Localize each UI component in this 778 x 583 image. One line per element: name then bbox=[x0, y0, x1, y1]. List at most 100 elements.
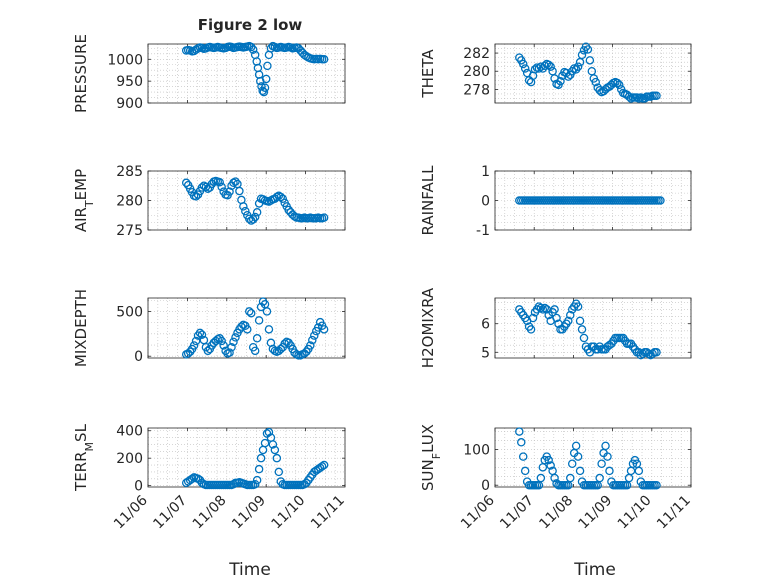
y-tick-label: -1 bbox=[476, 223, 490, 239]
data-point bbox=[256, 453, 266, 463]
data-point bbox=[245, 307, 254, 316]
data-point bbox=[229, 480, 238, 489]
data-point bbox=[313, 323, 323, 332]
y-tick-label: 950 bbox=[116, 74, 143, 90]
data-point bbox=[579, 333, 589, 343]
data-point bbox=[278, 194, 287, 203]
data-point bbox=[310, 331, 319, 340]
data-point bbox=[550, 473, 559, 483]
y-tick-label: 900 bbox=[116, 96, 143, 112]
data-point bbox=[225, 348, 234, 357]
data-point bbox=[264, 427, 274, 437]
data-point bbox=[597, 459, 606, 469]
data-point bbox=[577, 325, 587, 334]
data-point bbox=[571, 441, 581, 451]
data-point bbox=[640, 94, 649, 103]
data-point bbox=[595, 86, 604, 95]
data-point bbox=[319, 55, 329, 64]
data-point bbox=[189, 341, 199, 350]
data-points bbox=[515, 196, 665, 205]
data-point bbox=[290, 212, 299, 221]
data-point bbox=[552, 313, 561, 323]
data-point bbox=[245, 214, 254, 224]
y-tick-label: 0 bbox=[134, 479, 143, 495]
data-point bbox=[231, 177, 240, 186]
data-point bbox=[652, 480, 661, 490]
y-tick-label: 200 bbox=[116, 451, 143, 467]
data-point bbox=[515, 427, 524, 436]
data-point bbox=[538, 305, 548, 314]
data-point bbox=[219, 341, 228, 350]
y-tick-label: 6 bbox=[481, 317, 490, 333]
data-point bbox=[215, 177, 224, 187]
data-point bbox=[601, 441, 610, 451]
data-point bbox=[254, 464, 264, 474]
data-point bbox=[591, 77, 600, 87]
data-points bbox=[181, 41, 329, 97]
y-tick-label: 278 bbox=[463, 82, 490, 98]
data-point bbox=[540, 303, 550, 313]
data-point bbox=[231, 333, 240, 342]
data-points bbox=[515, 42, 661, 103]
data-point bbox=[556, 76, 565, 86]
data-point bbox=[634, 466, 644, 476]
data-point bbox=[573, 452, 583, 461]
data-point bbox=[252, 334, 262, 343]
y-tick-label: 285 bbox=[116, 164, 143, 180]
data-point bbox=[181, 178, 191, 188]
y-tick-label: 500 bbox=[116, 304, 143, 320]
data-point bbox=[259, 87, 269, 97]
y-tick-label: 1 bbox=[481, 164, 490, 180]
y-tick-label: 280 bbox=[116, 194, 143, 210]
data-point bbox=[595, 473, 604, 483]
data-point bbox=[217, 336, 226, 346]
data-point bbox=[518, 452, 528, 461]
y-axis-label-4: RAINFALL bbox=[419, 165, 437, 236]
y-axis-label-6: H2OMIXRA bbox=[419, 287, 437, 368]
y-tick-label: 282 bbox=[463, 46, 490, 62]
data-point bbox=[552, 479, 561, 488]
data-point bbox=[272, 192, 282, 202]
data-point bbox=[250, 212, 260, 222]
data-point bbox=[567, 459, 577, 469]
axes-box bbox=[147, 297, 346, 359]
y-tick-label: 0 bbox=[134, 349, 143, 365]
data-point bbox=[319, 460, 329, 470]
data-point bbox=[536, 303, 546, 313]
data-point bbox=[306, 341, 315, 350]
data-point bbox=[250, 480, 260, 489]
data-point bbox=[270, 445, 280, 455]
data-point bbox=[261, 74, 271, 84]
grid bbox=[494, 43, 692, 104]
y-axis-label-7: TERRMSL bbox=[72, 423, 96, 492]
y-tick-label: 0 bbox=[481, 478, 490, 494]
data-point bbox=[613, 78, 622, 88]
data-point bbox=[195, 328, 205, 338]
data-point bbox=[575, 316, 585, 326]
data-point bbox=[528, 313, 538, 323]
data-point bbox=[573, 62, 583, 71]
axes-box bbox=[494, 43, 692, 104]
data-point bbox=[272, 453, 282, 463]
y-tick-label: 275 bbox=[116, 223, 143, 239]
y-axis-label-5: MIXDEPTH bbox=[72, 289, 90, 367]
data-point bbox=[566, 473, 575, 483]
data-point bbox=[624, 92, 634, 101]
data-point bbox=[652, 348, 661, 357]
data-point bbox=[648, 349, 657, 358]
data-point bbox=[308, 335, 317, 345]
subplot-6: 5 6 H2OMIXRA bbox=[419, 287, 692, 368]
data-point bbox=[248, 215, 258, 224]
y-tick-label: 0 bbox=[481, 194, 490, 210]
y-tick-label: 400 bbox=[116, 424, 143, 440]
subplot-3: 275 280 285 AIRTEMP bbox=[72, 164, 346, 239]
data-point bbox=[225, 187, 234, 196]
data-point bbox=[575, 466, 585, 476]
data-point bbox=[546, 62, 555, 71]
data-point bbox=[656, 196, 665, 205]
data-point bbox=[262, 307, 272, 316]
data-point bbox=[276, 344, 286, 354]
data-point bbox=[319, 213, 329, 222]
data-point bbox=[227, 343, 236, 352]
